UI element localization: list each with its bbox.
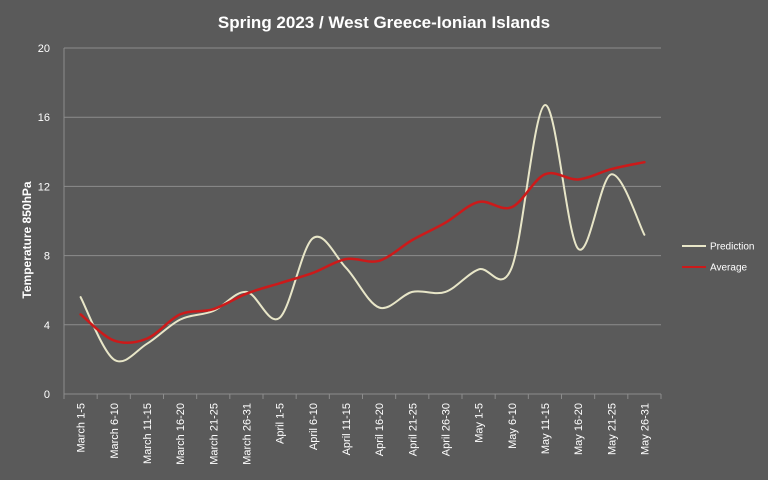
x-tick-label: March 21-25 xyxy=(208,403,220,465)
x-tick-label: May 1-5 xyxy=(474,403,486,443)
series-lines xyxy=(79,104,646,363)
x-tick-label: April 26-30 xyxy=(440,403,452,456)
x-tick-label: March 16-20 xyxy=(175,403,187,465)
series-line-average xyxy=(79,160,646,344)
x-tick-label: March 6-10 xyxy=(109,403,121,459)
y-axis-ticks: 0 4 8 12 16 20 xyxy=(38,43,50,401)
y-tick-label: 16 xyxy=(38,112,50,124)
legend: Prediction Average xyxy=(682,242,754,274)
x-tick-label: May 16-20 xyxy=(573,403,585,455)
x-tick-label: April 16-20 xyxy=(374,403,386,456)
x-tick-label: March 11-15 xyxy=(142,403,154,464)
x-tick-label: March 1-5 xyxy=(76,403,88,453)
y-tick-label: 20 xyxy=(38,43,50,55)
y-tick-label: 8 xyxy=(44,251,50,263)
x-tick-label: May 6-10 xyxy=(507,403,519,449)
legend-label-average: Average xyxy=(710,263,748,274)
y-tick-label: 0 xyxy=(44,389,50,401)
legend-label-prediction: Prediction xyxy=(710,242,754,253)
x-tick-label: May 21-25 xyxy=(606,403,618,455)
series-line-prediction xyxy=(79,104,646,363)
gridlines xyxy=(63,47,661,395)
x-tick-label: May 26-31 xyxy=(639,403,651,455)
y-tick-label: 4 xyxy=(44,320,50,332)
x-tick-label: April 11-15 xyxy=(341,403,353,455)
x-axis-ticks: March 1-5 March 6-10 March 11-15 March 16-2… xyxy=(63,394,662,465)
x-tick-label: April 6-10 xyxy=(308,403,320,450)
y-axis-label: Temperature 850hPa xyxy=(20,181,34,298)
y-tick-label: 12 xyxy=(38,181,50,193)
chart-title: Spring 2023 / West Greece-Ionian Islands xyxy=(218,13,550,32)
x-tick-label: May 11-15 xyxy=(540,403,552,454)
x-tick-label: April 21-25 xyxy=(407,403,419,456)
x-tick-label: April 1-5 xyxy=(275,403,287,444)
x-tick-label: March 26-31 xyxy=(241,403,253,465)
